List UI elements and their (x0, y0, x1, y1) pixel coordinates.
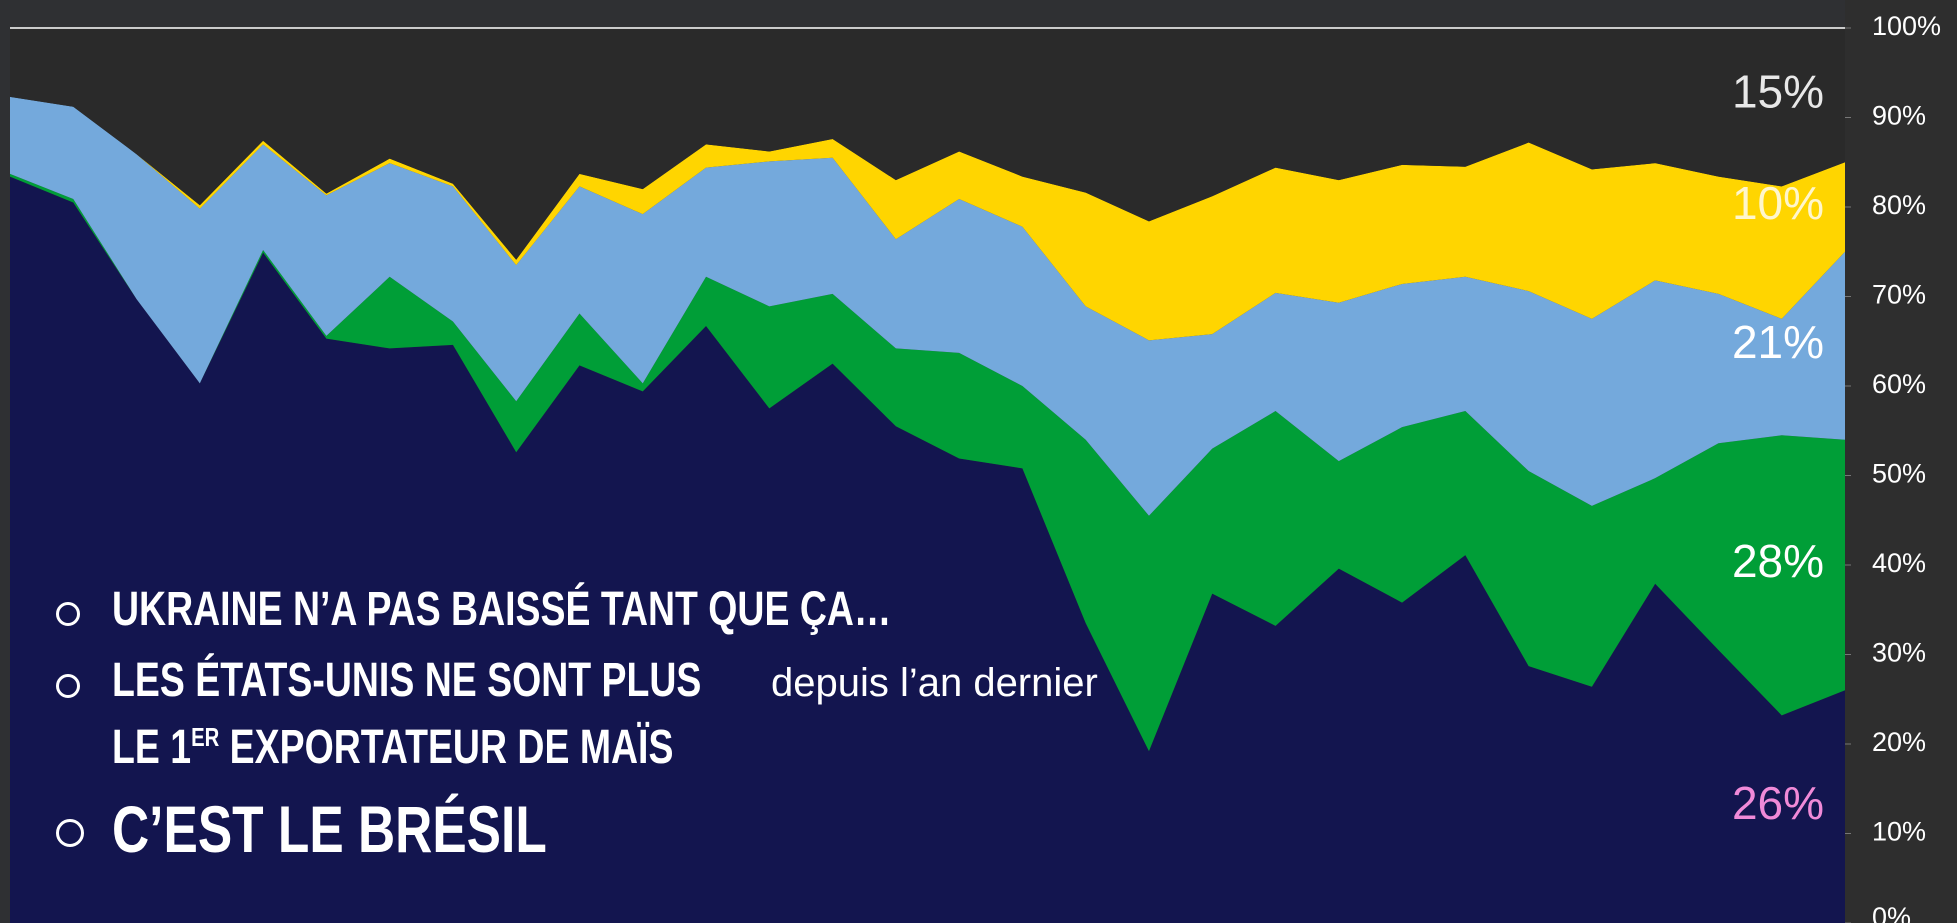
y-tick-label: 20% (1872, 727, 1926, 757)
annotations: UKRAINE N’A PAS BAISSÉ TANT QUE ÇA… LES … (52, 580, 1111, 883)
y-tick-label: 50% (1872, 459, 1926, 489)
axis-strip (1845, 0, 1957, 923)
area (10, 173, 1845, 752)
superscript: ER (191, 722, 220, 752)
note-text: depuis l’an dernier (770, 661, 1098, 705)
y-tick-label: 10% (1872, 817, 1926, 847)
y-tick-label: 90% (1872, 101, 1926, 131)
note-text: EXPORTATEUR DE MAÏS (229, 721, 674, 774)
bullet: LES ÉTATS-UNIS NE SONT PLUS depuis l’an … (52, 654, 1098, 775)
bullet-dot (56, 674, 80, 698)
bullet: C’EST LE BRÉSIL (52, 789, 1111, 869)
line: LES ÉTATS-UNIS NE SONT PLUS depuis l’an … (112, 654, 1098, 710)
note-text: LE 1 (112, 721, 192, 774)
bullet: UKRAINE N’A PAS BAISSÉ TANT QUE ÇA… (52, 580, 1111, 640)
y-tick-label: 100% (1872, 11, 1941, 41)
area (10, 96, 1845, 516)
note-text: UKRAINE N’A PAS BAISSÉ TANT QUE ÇA… (112, 583, 892, 636)
line: LE 1ER EXPORTATEUR DE MAÏS (112, 710, 932, 775)
area (10, 28, 1845, 260)
y-tick-label: 80% (1872, 190, 1926, 220)
y-tick-label: 60% (1872, 369, 1926, 399)
bullet-dot (56, 819, 84, 847)
end-label: 28% (1732, 535, 1824, 587)
y-tick-label: 30% (1872, 638, 1926, 668)
note-text: LES ÉTATS-UNIS NE SONT PLUS (112, 654, 702, 707)
area (10, 96, 1845, 341)
end-label: 26% (1732, 777, 1824, 829)
end-label: 21% (1732, 316, 1824, 368)
y-tick-label: 70% (1872, 280, 1926, 310)
end-label: 15% (1732, 65, 1824, 117)
area (10, 176, 1845, 923)
note-text: LE 1ER EXPORTATEUR DE MAÏS (112, 710, 673, 775)
y-tick-label: 40% (1872, 548, 1926, 578)
note-text: C’EST LE BRÉSIL (112, 792, 547, 866)
bullet-dot (56, 602, 80, 626)
y-tick-label: 0% (1872, 902, 1911, 923)
